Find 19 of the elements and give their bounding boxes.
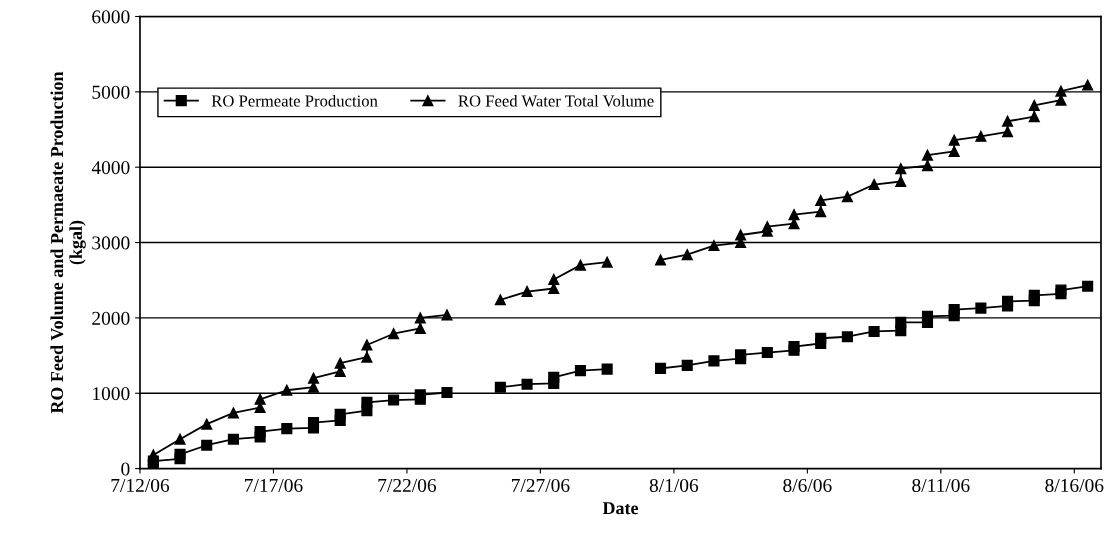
x-tick-label: 8/6/06	[783, 478, 832, 493]
x-tick-label: 7/17/06	[245, 478, 303, 493]
x-tick-label: 7/27/06	[511, 478, 570, 493]
y-tick-label: 5000	[92, 85, 130, 99]
x-tick-label: 7/12/06	[111, 478, 170, 493]
y-tick-label: 0	[121, 462, 130, 476]
legend-label: RO Permeate Production	[211, 94, 378, 107]
y-tick-label: 1000	[93, 387, 130, 401]
y-tick-label: 2000	[92, 311, 130, 325]
y-axis-title: RO Feed Volume and Permaeate Production (kgal)	[50, 71, 86, 414]
x-tick-label: 7/22/06	[378, 478, 437, 493]
legend-label: RO Feed Water Total Volume	[458, 94, 654, 107]
x-tick-label: 8/1/06	[649, 478, 699, 493]
x-tick-label: 8/16/06	[1045, 478, 1104, 493]
y-tick-label: 3000	[92, 236, 130, 250]
x-axis-title: Date	[602, 502, 639, 515]
x-tick-label: 8/11/06	[912, 478, 970, 493]
y-tick-label: 4000	[91, 161, 130, 175]
y-tick-label: 6000	[92, 10, 130, 24]
